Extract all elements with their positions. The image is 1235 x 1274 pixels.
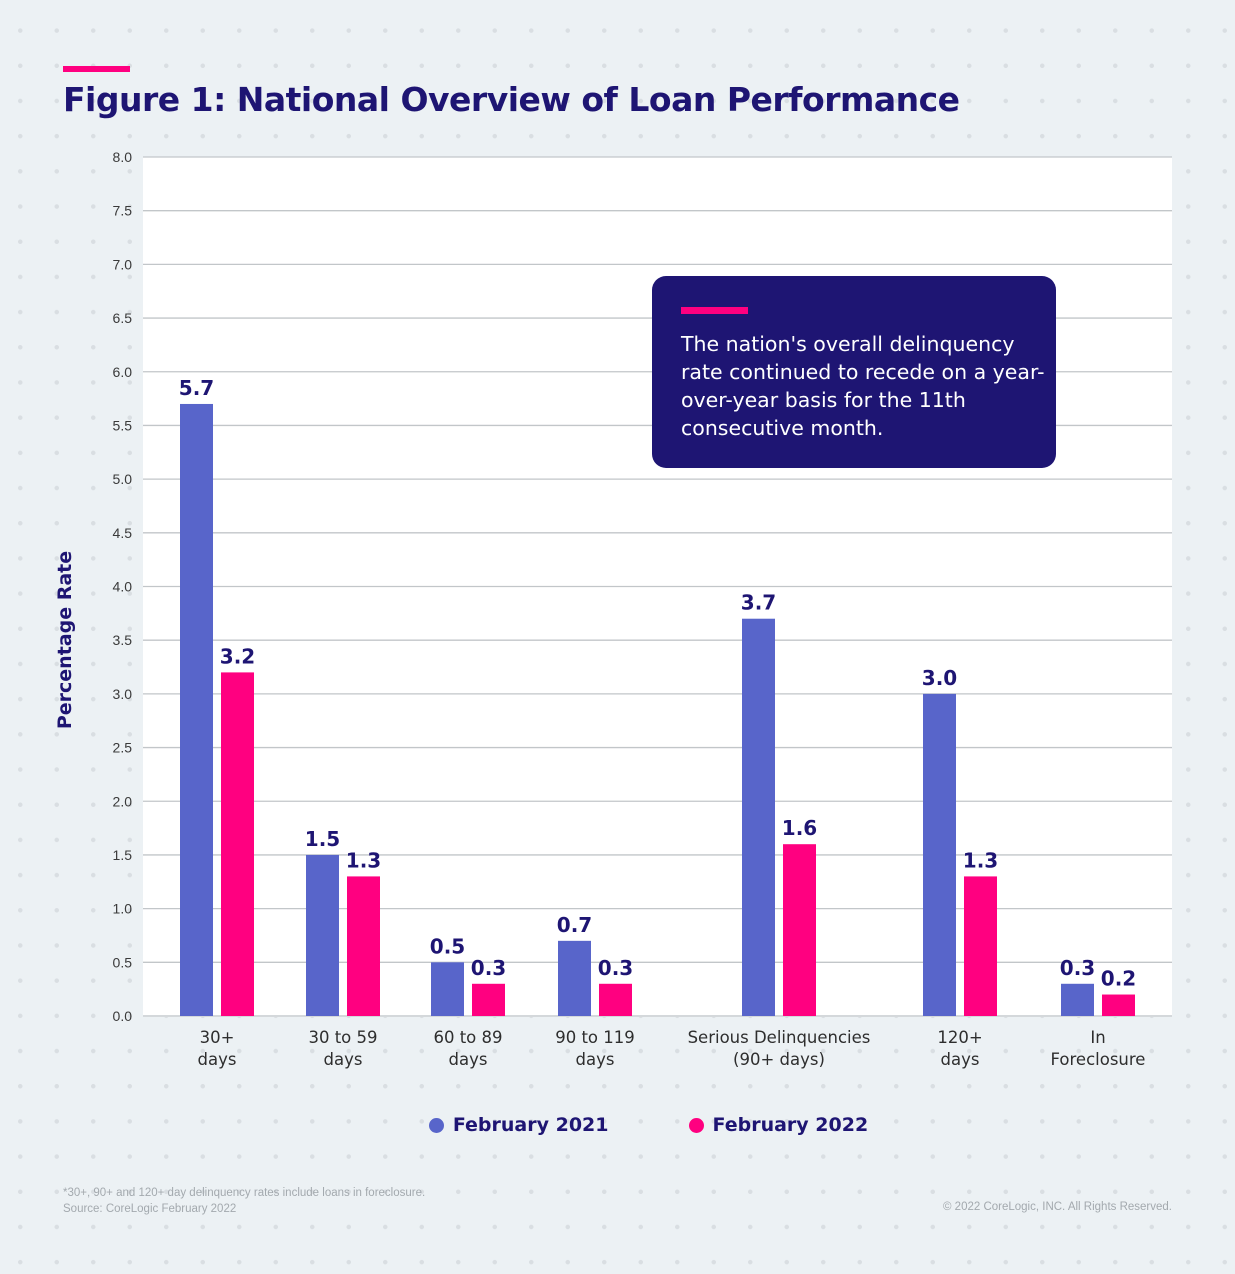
bar-february-2022	[221, 672, 254, 1016]
data-label: 1.3	[963, 848, 998, 872]
x-tick-label: 90 to 119	[555, 1028, 635, 1047]
legend-dot-icon	[688, 1117, 704, 1133]
y-tick-label: 7.0	[113, 256, 133, 272]
bar-february-2021	[431, 962, 464, 1016]
x-tick-label: In	[1090, 1028, 1105, 1047]
y-tick-label: 1.5	[113, 847, 133, 863]
bar-chart: 0.0 0.5 1.0 1.5 2.0 2.5 3.0 3.5 4.0 4.5 5.0 5.5 6.0 6…	[113, 149, 1172, 1069]
bar-february-2021	[306, 854, 339, 1016]
bar-february-2022	[964, 876, 997, 1016]
x-tick-label: 30+	[200, 1028, 235, 1047]
footnote-source: Source: CoreLogic February 2022	[63, 1203, 237, 1215]
x-tick-label: days	[198, 1050, 237, 1069]
x-tick-label: 60 to 89	[433, 1028, 502, 1047]
data-label: 1.6	[782, 816, 817, 840]
legend-label: February 2021	[452, 1114, 609, 1136]
legend-item-february-2022[interactable]: February 2022	[688, 1114, 869, 1136]
data-label: 5.7	[179, 376, 214, 400]
chart-title: Figure 1: National Overview of Loan Perf…	[63, 80, 960, 119]
callout-text: The nation's overall delinquency rate co…	[681, 332, 1045, 440]
bar-february-2022	[783, 844, 816, 1016]
data-label: 3.7	[741, 591, 776, 615]
copyright: © 2022 CoreLogic, INC. All Rights Reserv…	[943, 1201, 1172, 1213]
title-accent-line	[63, 66, 130, 72]
bar-february-2021	[923, 693, 956, 1016]
callout-box: The nation's overall delinquency rate co…	[652, 276, 1056, 468]
y-tick-label: 2.0	[113, 793, 133, 809]
bar-february-2022	[599, 983, 632, 1016]
x-tick-label: (90+ days)	[733, 1050, 825, 1069]
legend: February 2021 February 2022	[0, 1114, 1235, 1136]
x-tick-label: days	[324, 1050, 363, 1069]
x-tick-label: Serious Delinquencies	[688, 1028, 871, 1047]
data-label: 0.2	[1101, 967, 1136, 991]
bar-february-2021	[742, 618, 775, 1016]
y-tick-label: 6.0	[113, 364, 133, 380]
x-tick-label: Foreclosure	[1051, 1050, 1146, 1069]
data-label: 0.3	[1060, 956, 1095, 980]
x-tick-label: 120+	[937, 1028, 982, 1047]
y-tick-label: 6.5	[113, 310, 133, 326]
callout-accent-line	[681, 307, 748, 314]
bar-february-2022	[472, 983, 505, 1016]
y-tick-label: 0.5	[113, 954, 133, 970]
footnote-note: *30+, 90+ and 120+ day delinquency rates…	[63, 1187, 426, 1199]
data-label: 1.5	[305, 827, 340, 851]
y-tick-label: 0.0	[113, 1008, 133, 1024]
y-tick-label: 8.0	[113, 149, 133, 165]
bar-february-2022	[347, 876, 380, 1016]
x-tick-label: 30 to 59	[308, 1028, 377, 1047]
y-tick-label: 3.0	[113, 686, 133, 702]
data-label: 0.7	[557, 913, 592, 937]
data-label: 0.3	[598, 956, 633, 980]
bar-february-2021	[180, 403, 213, 1016]
data-label: 3.0	[922, 666, 957, 690]
y-tick-label: 7.5	[113, 203, 133, 219]
y-tick-label: 3.5	[113, 632, 133, 648]
data-label: 3.2	[220, 644, 255, 668]
y-tick-label: 5.0	[113, 471, 133, 487]
x-tick-label: days	[576, 1050, 615, 1069]
y-tick-label: 4.0	[113, 579, 133, 595]
legend-dot-icon	[428, 1117, 444, 1133]
y-tick-label: 2.5	[113, 740, 133, 756]
bar-february-2022	[1102, 994, 1135, 1016]
y-tick-label: 4.5	[113, 525, 133, 541]
x-tick-label: days	[941, 1050, 980, 1069]
data-label: 0.3	[471, 956, 506, 980]
y-tick-label: 5.5	[113, 417, 133, 433]
legend-label: February 2022	[712, 1114, 869, 1136]
x-tick-label: days	[449, 1050, 488, 1069]
data-label: 0.5	[430, 934, 465, 958]
legend-item-february-2021[interactable]: February 2021	[428, 1114, 609, 1136]
bar-february-2021	[558, 940, 591, 1016]
footnote: *30+, 90+ and 120+ day delinquency rates…	[63, 1185, 425, 1217]
y-tick-label: 1.0	[113, 901, 133, 917]
data-label: 1.3	[346, 848, 381, 872]
bar-february-2021	[1061, 983, 1094, 1016]
